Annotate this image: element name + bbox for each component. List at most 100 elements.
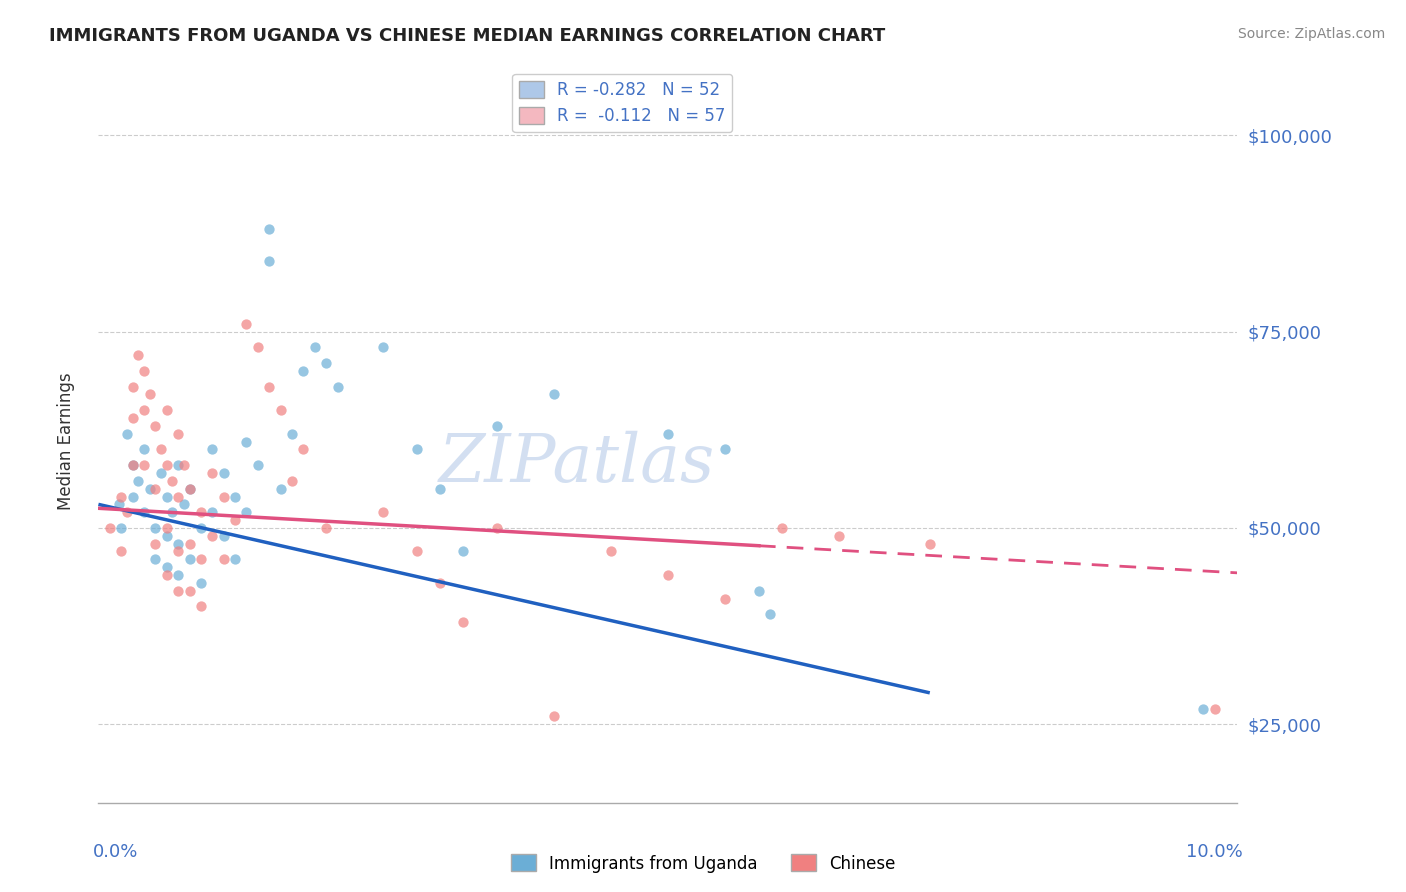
Point [127,474,149,488]
Point [224,490,246,504]
Point [145,418,167,433]
Point [110,544,132,558]
Point [150,466,173,480]
Point [1204,701,1226,715]
Point [429,482,451,496]
Y-axis label: Median Earnings: Median Earnings [56,373,75,510]
Point [770,521,793,535]
Point [270,403,292,417]
Point [167,544,190,558]
Point [156,458,179,472]
Point [179,583,201,598]
Point [167,458,190,472]
Point [212,466,235,480]
Point [132,442,155,457]
Point [173,458,195,472]
Point [292,442,315,457]
Point [179,536,201,550]
Point [657,568,679,582]
Legend: Immigrants from Uganda, Chinese: Immigrants from Uganda, Chinese [503,847,903,880]
Point [486,418,509,433]
Point [600,544,623,558]
Point [190,552,212,566]
Point [201,442,224,457]
Point [132,403,155,417]
Text: 0.0%: 0.0% [93,843,138,861]
Point [156,490,179,504]
Point [132,505,155,519]
Point [121,458,143,472]
Point [451,615,474,630]
Point [451,544,474,558]
Point [201,505,224,519]
Text: ZIPatlas: ZIPatlas [439,431,714,496]
Point [406,544,429,558]
Point [156,403,179,417]
Point [138,387,160,401]
Point [201,466,224,480]
Point [235,434,257,449]
Point [259,253,281,268]
Point [110,521,132,535]
Point [212,552,235,566]
Point [173,497,195,511]
Point [292,364,315,378]
Point [190,521,212,535]
Point [121,411,143,425]
Point [304,340,326,354]
Text: Source: ZipAtlas.com: Source: ZipAtlas.com [1237,27,1385,41]
Point [429,575,451,590]
Point [167,490,190,504]
Point [156,568,179,582]
Point [201,529,224,543]
Point [167,583,190,598]
Point [190,505,212,519]
Point [190,575,212,590]
Point [326,379,349,393]
Point [145,521,167,535]
Point [373,505,395,519]
Point [714,591,737,606]
Point [145,536,167,550]
Point [145,482,167,496]
Point [121,379,143,393]
Point [235,317,257,331]
Point [167,426,190,441]
Legend: R = -0.282   N = 52, R =  -0.112   N = 57: R = -0.282 N = 52, R = -0.112 N = 57 [512,74,733,132]
Point [759,607,782,622]
Point [150,442,173,457]
Text: IMMIGRANTS FROM UGANDA VS CHINESE MEDIAN EARNINGS CORRELATION CHART: IMMIGRANTS FROM UGANDA VS CHINESE MEDIAN… [49,27,886,45]
Point [179,552,201,566]
Point [918,536,941,550]
Point [162,474,184,488]
Point [235,505,257,519]
Point [315,356,337,370]
Point [373,340,395,354]
Point [156,521,179,535]
Point [270,482,292,496]
Point [98,521,121,535]
Point [179,482,201,496]
Point [132,458,155,472]
Point [138,482,160,496]
Point [714,442,737,457]
Point [224,513,246,527]
Point [156,560,179,574]
Point [259,222,281,236]
Point [132,364,155,378]
Point [127,348,149,362]
Point [212,490,235,504]
Point [543,709,565,723]
Point [167,568,190,582]
Point [543,387,565,401]
Point [115,505,138,519]
Point [486,521,509,535]
Point [190,599,212,614]
Point [162,505,184,519]
Point [1192,701,1215,715]
Point [281,474,304,488]
Point [406,442,429,457]
Point [657,426,679,441]
Point [246,458,269,472]
Point [121,490,143,504]
